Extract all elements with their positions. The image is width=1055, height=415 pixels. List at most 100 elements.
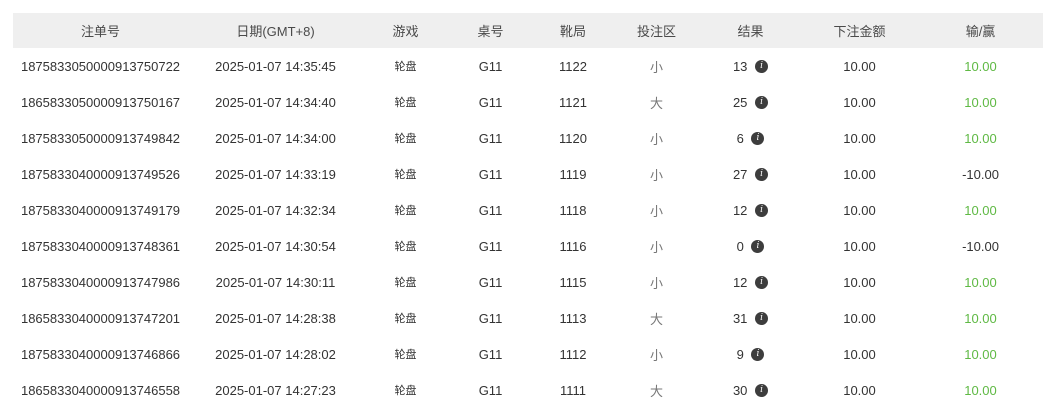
bet-zone-cell: 大 (649, 95, 663, 111)
result-cell: 25 i (700, 84, 801, 120)
date-cell: 2025-01-07 14:34:40 (215, 94, 336, 110)
shoe-round-cell: 1120 (559, 130, 587, 146)
column-header-bet-id: 注单号 (80, 24, 120, 39)
result-cell: 13 i (700, 48, 801, 84)
table-no-cell: G11 (478, 346, 503, 362)
info-icon[interactable]: i (755, 276, 769, 290)
column-header-date: 日期(GMT+8) (236, 24, 315, 39)
win-loss-cell: 10.00 (964, 310, 997, 326)
info-icon[interactable]: i (755, 204, 769, 218)
bet-id-cell: 1875833040000913749526 (20, 166, 181, 182)
result-cell: 12 i (700, 192, 801, 228)
header-row: 注单号 日期(GMT+8) 游戏 桌号 靴局 投注区 结果 下注金额 输/赢 (13, 13, 1043, 48)
date-cell: 2025-01-07 14:32:34 (215, 202, 336, 218)
bet-zone-cell: 大 (649, 383, 663, 399)
win-loss-cell: 10.00 (964, 382, 997, 398)
column-header-win-loss: 输/赢 (965, 24, 996, 39)
result-value: 13 (732, 59, 748, 75)
column-header-bet-zone: 投注区 (636, 24, 676, 39)
shoe-round-cell: 1121 (559, 94, 587, 110)
shoe-round-cell: 1119 (559, 166, 587, 182)
result-cell: 6 i (700, 120, 801, 156)
column-header-shoe-round: 靴局 (559, 24, 586, 39)
bet-amount-cell: 10.00 (843, 382, 876, 398)
table-no-cell: G11 (478, 94, 503, 110)
info-icon[interactable]: i (755, 168, 769, 182)
info-icon[interactable]: i (755, 96, 769, 110)
info-icon[interactable]: i (751, 240, 765, 254)
bet-id-cell: 1865833040000913746558 (20, 382, 181, 398)
game-cell: 轮盘 (394, 385, 417, 397)
game-cell: 轮盘 (394, 61, 417, 73)
bet-id-cell: 1875833040000913746866 (20, 346, 181, 362)
column-header-game: 游戏 (392, 24, 419, 39)
table-no-cell: G11 (478, 274, 503, 290)
table-no-cell: G11 (478, 202, 503, 218)
info-icon[interactable]: i (751, 348, 765, 362)
win-loss-cell: -10.00 (962, 166, 999, 182)
table-row: 1875833040000913748361 2025-01-07 14:30:… (13, 228, 1043, 264)
shoe-round-cell: 1111 (559, 382, 587, 398)
win-loss-cell: 10.00 (964, 202, 997, 218)
table-no-cell: G11 (478, 310, 503, 326)
result-value: 30 (732, 383, 748, 399)
bet-id-cell: 1875833040000913749179 (20, 202, 181, 218)
result-value: 0 (736, 239, 744, 255)
column-header-result: 结果 (737, 24, 764, 39)
bet-amount-cell: 10.00 (843, 346, 876, 362)
bet-zone-cell: 小 (649, 59, 663, 75)
result-cell: 12 i (700, 264, 801, 300)
table-row: 1875833040000913749526 2025-01-07 14:33:… (13, 156, 1043, 192)
game-cell: 轮盘 (394, 241, 417, 253)
info-icon[interactable]: i (755, 60, 769, 74)
result-value: 6 (736, 131, 744, 147)
bet-zone-cell: 大 (649, 311, 663, 327)
bet-amount-cell: 10.00 (843, 58, 876, 74)
column-header-table-no: 桌号 (477, 24, 504, 39)
result-cell: 31 i (700, 300, 801, 336)
bet-zone-cell: 小 (649, 167, 663, 183)
game-cell: 轮盘 (394, 133, 417, 145)
game-cell: 轮盘 (394, 205, 417, 217)
table-no-cell: G11 (478, 130, 503, 146)
result-value: 12 (732, 203, 748, 219)
game-cell: 轮盘 (394, 169, 417, 181)
shoe-round-cell: 1118 (559, 202, 587, 218)
bet-id-cell: 1865833050000913750167 (20, 94, 181, 110)
date-cell: 2025-01-07 14:28:02 (215, 346, 336, 362)
game-cell: 轮盘 (394, 97, 417, 109)
bet-history-table: 注单号 日期(GMT+8) 游戏 桌号 靴局 投注区 结果 下注金额 输/赢 1… (13, 13, 1043, 408)
info-icon[interactable]: i (755, 312, 769, 326)
result-cell: 0 i (700, 228, 801, 264)
bet-history-rows: 1875833050000913750722 2025-01-07 14:35:… (13, 48, 1043, 408)
table-row: 1875833050000913749842 2025-01-07 14:34:… (13, 120, 1043, 156)
date-cell: 2025-01-07 14:27:23 (215, 382, 336, 398)
table-no-cell: G11 (478, 58, 503, 74)
date-cell: 2025-01-07 14:30:11 (215, 274, 336, 290)
table-row: 1865833040000913746558 2025-01-07 14:27:… (13, 372, 1043, 408)
result-value: 25 (732, 95, 748, 111)
date-cell: 2025-01-07 14:30:54 (215, 238, 336, 254)
info-icon[interactable]: i (755, 384, 769, 398)
column-header-bet-amount: 下注金额 (833, 24, 886, 39)
game-cell: 轮盘 (394, 313, 417, 325)
win-loss-cell: -10.00 (962, 238, 999, 254)
table-no-cell: G11 (478, 238, 503, 254)
game-cell: 轮盘 (394, 277, 417, 289)
result-cell: 9 i (700, 336, 801, 372)
date-cell: 2025-01-07 14:35:45 (215, 58, 336, 74)
table-no-cell: G11 (478, 382, 503, 398)
table-row: 1865833050000913750167 2025-01-07 14:34:… (13, 84, 1043, 120)
shoe-round-cell: 1116 (559, 238, 587, 254)
shoe-round-cell: 1113 (559, 310, 587, 326)
table-header: 注单号 日期(GMT+8) 游戏 桌号 靴局 投注区 结果 下注金额 输/赢 (13, 13, 1043, 48)
table-no-cell: G11 (478, 166, 503, 182)
info-icon[interactable]: i (751, 132, 765, 146)
bet-zone-cell: 小 (649, 239, 663, 255)
win-loss-cell: 10.00 (964, 274, 997, 290)
bet-zone-cell: 小 (649, 347, 663, 363)
bet-zone-cell: 小 (649, 275, 663, 291)
win-loss-cell: 10.00 (964, 346, 997, 362)
game-cell: 轮盘 (394, 349, 417, 361)
